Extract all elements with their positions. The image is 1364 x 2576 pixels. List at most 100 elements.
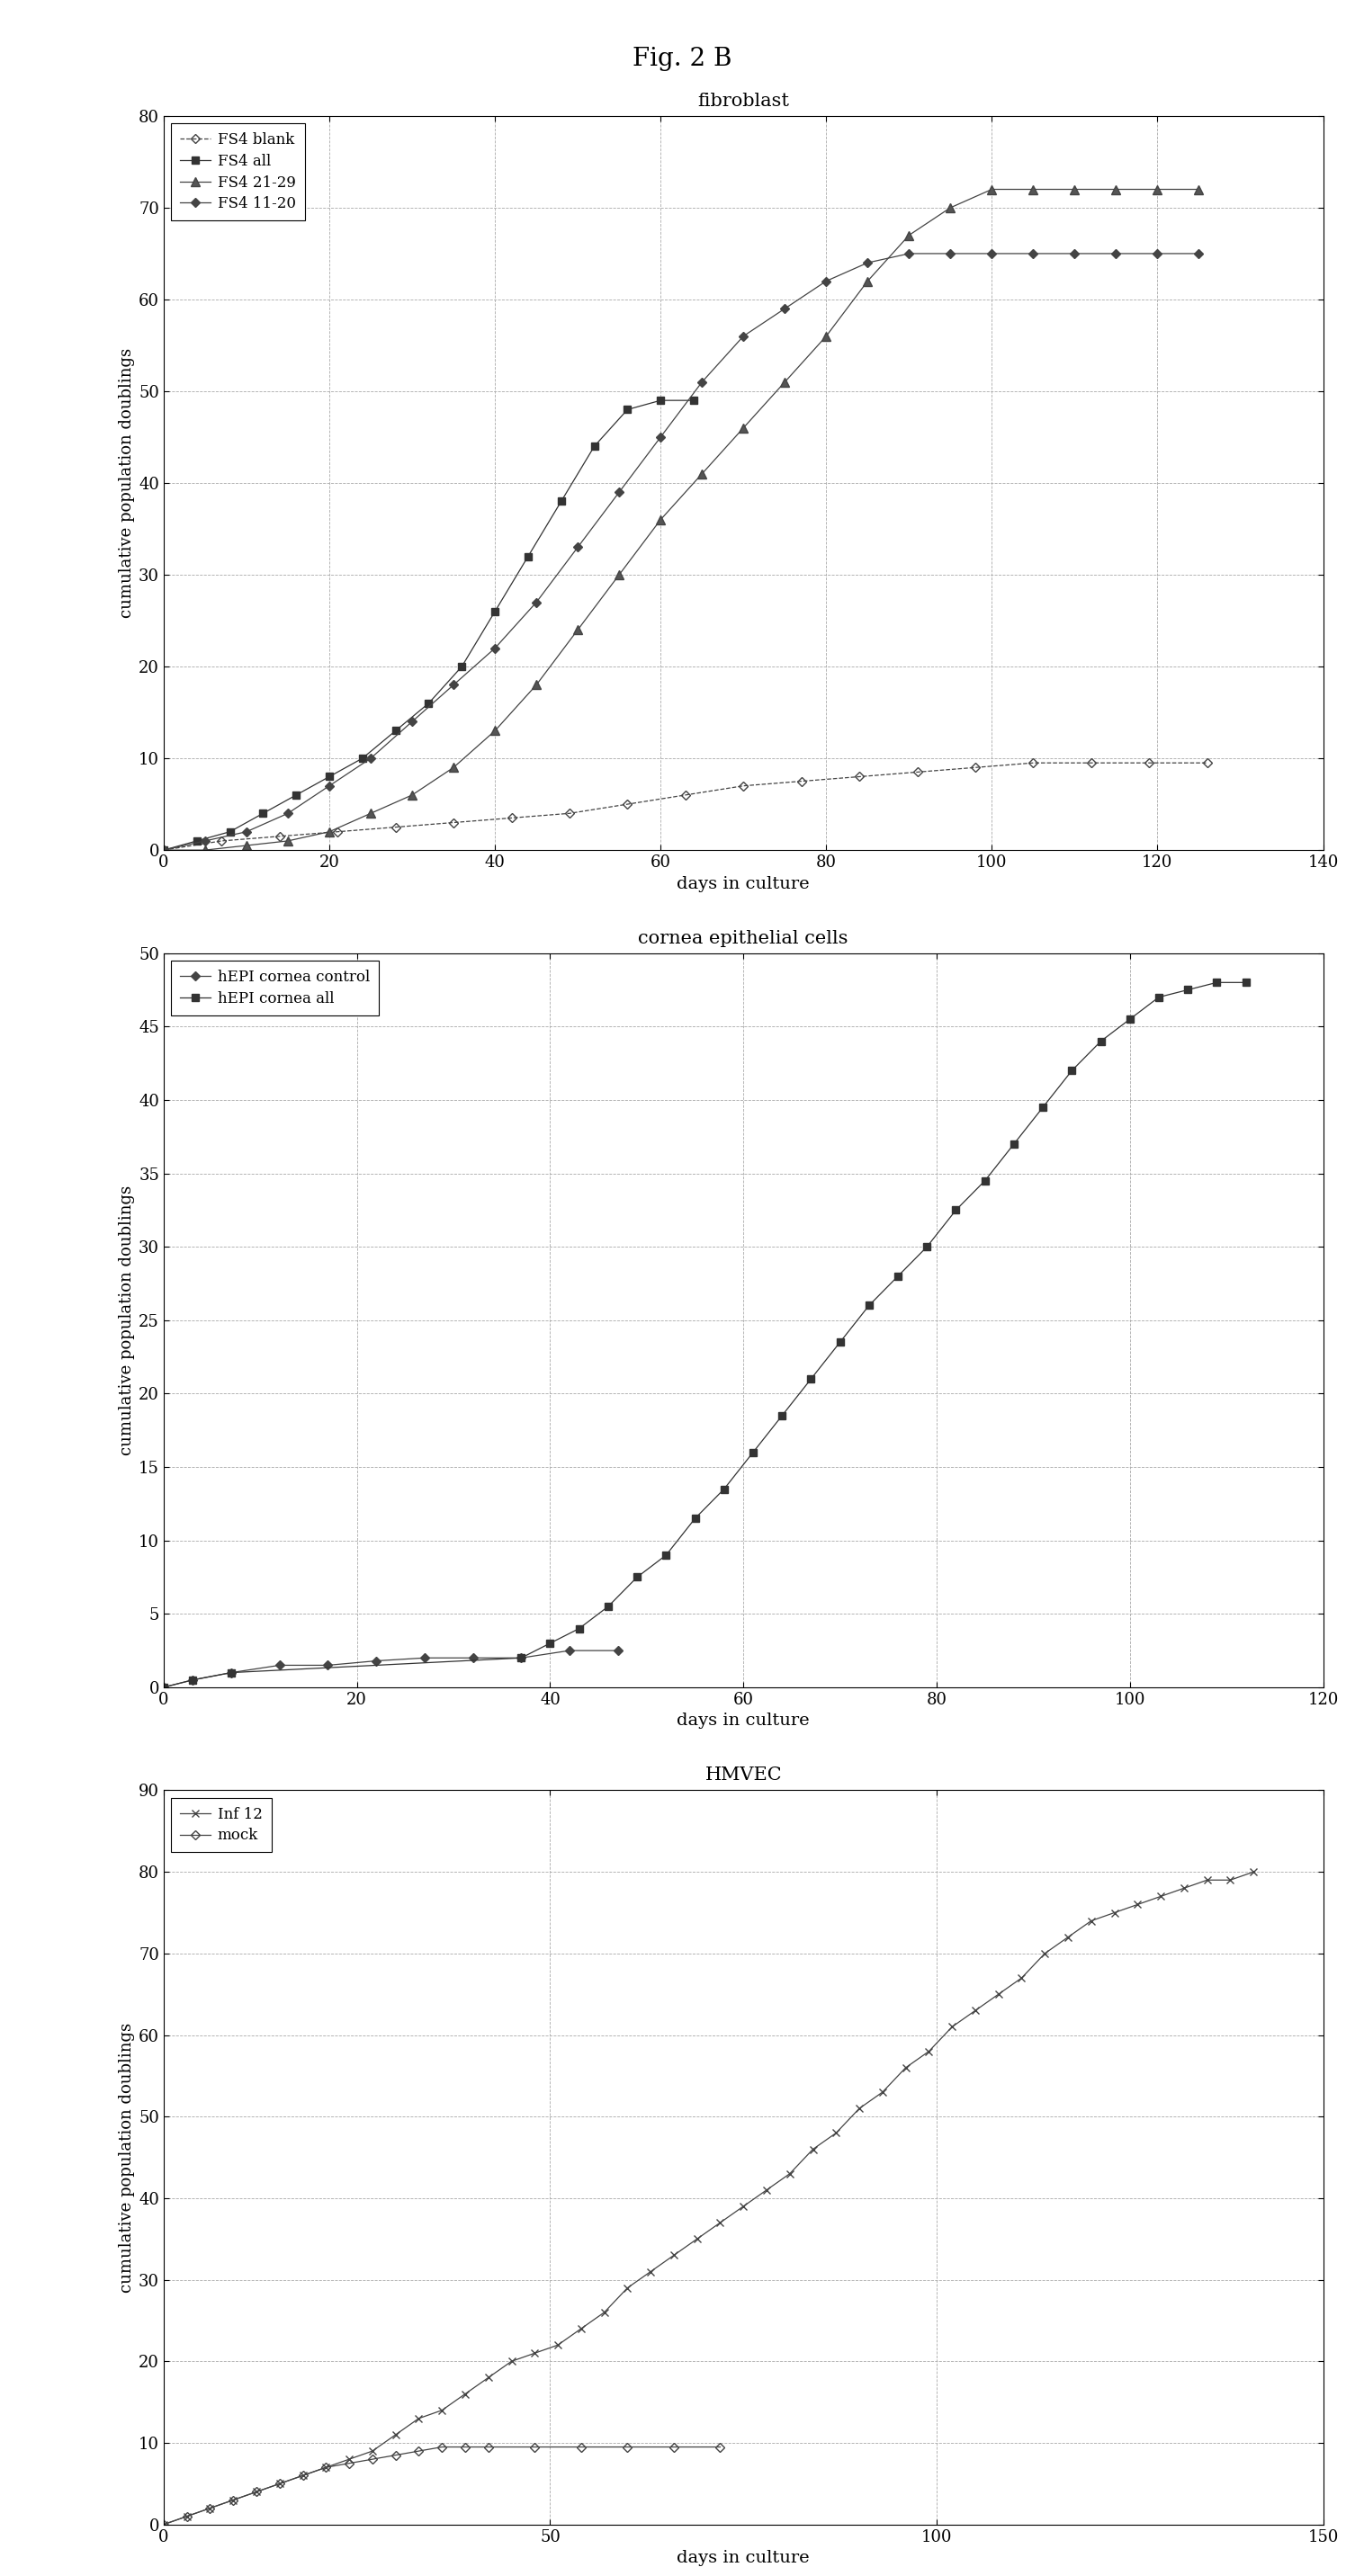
FS4 21-29 bbox=[859, 265, 876, 296]
FS4 21-29 bbox=[321, 817, 337, 848]
FS4 blank bbox=[851, 762, 868, 793]
FS4 blank bbox=[387, 811, 404, 842]
Inf 12 bbox=[1245, 1857, 1262, 1888]
Inf 12 bbox=[921, 2035, 937, 2066]
hEPI cornea all bbox=[861, 1291, 877, 1321]
FS4 blank bbox=[503, 804, 520, 835]
FS4 all bbox=[686, 384, 702, 415]
FS4 blank bbox=[1140, 747, 1157, 778]
Inf 12 bbox=[596, 2298, 612, 2329]
FS4 21-29 bbox=[1067, 175, 1083, 206]
FS4 21-29 bbox=[818, 322, 835, 353]
X-axis label: days in culture: days in culture bbox=[677, 1713, 810, 1728]
FS4 21-29 bbox=[280, 824, 296, 855]
FS4 11-20 bbox=[776, 294, 792, 325]
FS4 21-29 bbox=[1026, 175, 1042, 206]
mock bbox=[179, 2501, 195, 2532]
hEPI cornea control bbox=[155, 1672, 172, 1703]
Inf 12 bbox=[1222, 1865, 1239, 1896]
hEPI cornea control bbox=[319, 1649, 336, 1680]
FS4 all bbox=[420, 688, 436, 719]
Inf 12 bbox=[411, 2403, 427, 2434]
FS4 11-20 bbox=[1067, 237, 1083, 268]
FS4 all bbox=[487, 595, 503, 626]
mock bbox=[666, 2432, 682, 2463]
FS4 11-20 bbox=[570, 531, 587, 562]
FS4 all bbox=[155, 835, 172, 866]
FS4 21-29 bbox=[900, 219, 917, 250]
FS4 11-20 bbox=[943, 237, 959, 268]
FS4 11-20 bbox=[1150, 237, 1166, 268]
FS4 21-29 bbox=[735, 412, 752, 443]
mock bbox=[295, 2460, 311, 2491]
mock bbox=[364, 2445, 381, 2476]
Line: hEPI cornea control: hEPI cornea control bbox=[161, 1649, 621, 1690]
hEPI cornea all bbox=[1180, 974, 1196, 1005]
Inf 12 bbox=[967, 1994, 983, 2025]
FS4 blank bbox=[1199, 747, 1215, 778]
mock bbox=[480, 2432, 496, 2463]
hEPI cornea all bbox=[1093, 1025, 1109, 1056]
FS4 11-20 bbox=[404, 706, 420, 737]
FS4 all bbox=[188, 824, 205, 855]
Inf 12 bbox=[619, 2272, 636, 2303]
FS4 11-20 bbox=[1191, 237, 1207, 268]
Inf 12 bbox=[898, 2053, 914, 2084]
Inf 12 bbox=[1176, 1873, 1192, 1904]
hEPI cornea all bbox=[745, 1437, 761, 1468]
Inf 12 bbox=[480, 2362, 496, 2393]
Legend: Inf 12, mock: Inf 12, mock bbox=[170, 1798, 271, 1852]
mock bbox=[434, 2432, 450, 2463]
hEPI cornea all bbox=[513, 1643, 529, 1674]
FS4 all bbox=[321, 762, 337, 793]
hEPI cornea all bbox=[1151, 981, 1168, 1012]
FS4 all bbox=[619, 394, 636, 425]
FS4 11-20 bbox=[363, 742, 379, 773]
FS4 21-29 bbox=[1108, 175, 1124, 206]
Inf 12 bbox=[225, 2483, 241, 2514]
FS4 21-29 bbox=[155, 835, 172, 866]
Inf 12 bbox=[527, 2339, 543, 2370]
FS4 all bbox=[587, 430, 603, 461]
hEPI cornea control bbox=[465, 1643, 481, 1674]
FS4 all bbox=[222, 817, 239, 848]
mock bbox=[457, 2432, 473, 2463]
Inf 12 bbox=[573, 2313, 589, 2344]
hEPI cornea all bbox=[224, 1656, 240, 1687]
Title: fibroblast: fibroblast bbox=[697, 93, 790, 111]
hEPI cornea all bbox=[657, 1540, 674, 1571]
Inf 12 bbox=[689, 2223, 705, 2254]
FS4 21-29 bbox=[487, 716, 503, 747]
hEPI cornea all bbox=[773, 1401, 790, 1432]
Inf 12 bbox=[1037, 1937, 1053, 1968]
Inf 12 bbox=[944, 2012, 960, 2043]
FS4 all bbox=[355, 742, 371, 773]
mock bbox=[248, 2476, 265, 2506]
hEPI cornea all bbox=[1005, 1128, 1022, 1159]
Inf 12 bbox=[1106, 1896, 1123, 1927]
hEPI cornea all bbox=[155, 1672, 172, 1703]
Inf 12 bbox=[295, 2460, 311, 2491]
FS4 11-20 bbox=[694, 366, 711, 397]
hEPI cornea all bbox=[919, 1231, 936, 1262]
FS4 blank bbox=[967, 752, 983, 783]
FS4 21-29 bbox=[983, 175, 1000, 206]
FS4 blank bbox=[619, 788, 636, 819]
FS4 21-29 bbox=[363, 799, 379, 829]
FS4 blank bbox=[561, 799, 577, 829]
hEPI cornea control bbox=[416, 1643, 432, 1674]
Y-axis label: cumulative population doublings: cumulative population doublings bbox=[119, 2022, 135, 2293]
FS4 all bbox=[387, 716, 404, 747]
Line: Inf 12: Inf 12 bbox=[160, 1868, 1258, 2527]
FS4 11-20 bbox=[196, 824, 213, 855]
mock bbox=[318, 2452, 334, 2483]
FS4 11-20 bbox=[983, 237, 1000, 268]
FS4 21-29 bbox=[943, 193, 959, 224]
FS4 21-29 bbox=[1191, 175, 1207, 206]
hEPI cornea all bbox=[1064, 1056, 1080, 1087]
hEPI cornea all bbox=[1209, 966, 1225, 997]
FS4 11-20 bbox=[900, 237, 917, 268]
FS4 11-20 bbox=[280, 799, 296, 829]
mock bbox=[387, 2439, 404, 2470]
FS4 all bbox=[255, 799, 271, 829]
